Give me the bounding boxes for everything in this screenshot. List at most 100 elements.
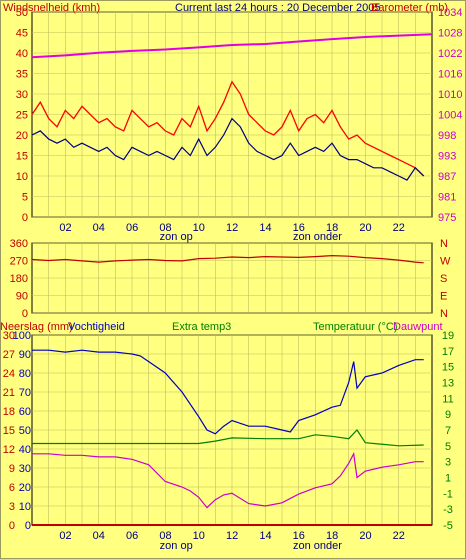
humidity-tick-label: 90 (19, 349, 31, 361)
wind-x-tick-label: 06 (126, 222, 138, 234)
temperature-tick-label: 1 (445, 473, 451, 485)
wind-gust-line (31, 80, 425, 177)
barometer-tick-label: 1016 (438, 69, 462, 81)
direction-y-tick-label: 90 (16, 291, 28, 303)
temperature-tick-label: -3 (443, 504, 453, 516)
rain-tick-label: 30 (3, 330, 15, 342)
temperature-tick-label: 9 (445, 409, 451, 421)
barometer-line (31, 33, 433, 59)
direction-compass-label: N (440, 308, 448, 320)
barometer-tick-label: 987 (438, 171, 456, 183)
barometer-tick-label: 998 (438, 130, 456, 142)
humidity-tick-label: 0 (25, 520, 31, 532)
barometer-tick-label: 1010 (438, 89, 462, 101)
temp-x-tick-label: 12 (226, 530, 238, 542)
humidity-tick-label: 40 (19, 444, 31, 456)
rain-tick-label: 12 (3, 444, 15, 456)
wind-y-tick-label: 25 (16, 110, 28, 122)
humidity-tick-label: 20 (19, 482, 31, 494)
temperature-tick-label: 19 (442, 330, 454, 342)
temperature-tick-label: 5 (445, 441, 451, 453)
humidity-tick-label: 100 (13, 330, 31, 342)
temperature-tick-label: 17 (442, 346, 454, 358)
temperature-tick-label: -1 (443, 488, 453, 500)
rain-tick-label: 27 (3, 349, 15, 361)
humidity-line (32, 349, 424, 435)
humidity-tick-label: 60 (19, 406, 31, 418)
direction-y-tick-label: 360 (10, 238, 28, 250)
barometer-tick-label: 1028 (438, 28, 462, 40)
direction-compass-label: E (440, 291, 447, 303)
wind-x-tick-label: 08 (159, 222, 171, 234)
rain-tick-label: 3 (9, 501, 15, 513)
humidity-tick-label: 80 (19, 368, 31, 380)
barometer-tick-label: 1034 (438, 7, 462, 19)
temp-x-tick-label: 22 (393, 530, 405, 542)
dewpoint-title: Dauwpunt (393, 321, 443, 333)
humidity-tick-label: 30 (19, 463, 31, 475)
temp-x-tick-label: 16 (293, 530, 305, 542)
rain-tick-label: 9 (9, 463, 15, 475)
barometer-tick-label: 981 (438, 192, 456, 204)
extra-temp-title: Extra temp3 (172, 321, 231, 333)
rain-axis-title: Neerslag (mm) (0, 321, 73, 333)
direction-compass-label: N (440, 238, 448, 250)
temp-event-label: zon onder (293, 540, 342, 552)
temp-x-tick-label: 18 (326, 530, 338, 542)
wind-event-label: zon onder (293, 231, 342, 243)
wind-x-tick-label: 02 (59, 222, 71, 234)
dewpoint-line (32, 451, 424, 509)
temperature-tick-label: 7 (445, 425, 451, 437)
temp-x-tick-label: 14 (259, 530, 271, 542)
humidity-axis-title: Vochtigheid (68, 321, 125, 333)
wind-x-tick-label: 12 (226, 222, 238, 234)
wind-y-tick-label: 10 (16, 171, 28, 183)
rain-tick-label: 21 (3, 387, 15, 399)
temp-event-label: zon op (160, 540, 193, 552)
temperature-tick-label: 3 (445, 457, 451, 469)
barometer-tick-label: 1004 (438, 110, 462, 122)
wind-x-tick-label: 22 (393, 222, 405, 234)
temp-x-tick-label: 10 (193, 530, 205, 542)
wind-y-tick-label: 30 (16, 89, 28, 101)
temp-x-tick-label: 04 (93, 530, 105, 542)
wind-axis-title: Windsnelheid (kmh) (3, 2, 100, 14)
wind-y-tick-label: 45 (16, 28, 28, 40)
rain-tick-label: 6 (9, 482, 15, 494)
rain-tick-label: 18 (3, 406, 15, 418)
humidity-tick-label: 70 (19, 387, 31, 399)
wind-y-tick-label: 5 (22, 192, 28, 204)
wind-speed-line (31, 117, 425, 181)
wind-y-tick-label: 40 (16, 48, 28, 60)
wind-y-tick-label: 35 (16, 69, 28, 81)
direction-compass-label: W (440, 256, 451, 268)
rain-tick-label: 0 (9, 520, 15, 532)
wind-x-tick-label: 10 (193, 222, 205, 234)
wind-direction-line (31, 254, 424, 264)
temperature-tick-label: 13 (442, 378, 454, 390)
barometer-axis-title: Barometer (mb) (371, 2, 448, 14)
wind-y-tick-label: 50 (16, 7, 28, 19)
temperature-axis-title: Temperatuur (°C) (313, 321, 397, 333)
temp-x-tick-label: 02 (59, 530, 71, 542)
temperature-tick-label: -5 (443, 520, 453, 532)
temperature-tick-label: 11 (442, 393, 453, 405)
humidity-tick-label: 10 (19, 501, 31, 513)
barometer-tick-label: 975 (438, 212, 456, 224)
barometer-tick-label: 1022 (438, 48, 462, 60)
wind-event-label: zon op (160, 231, 193, 243)
humidity-tick-label: 50 (19, 425, 31, 437)
wind-x-tick-label: 14 (259, 222, 271, 234)
direction-y-tick-label: 0 (22, 308, 28, 320)
extra-temp-line (32, 429, 424, 447)
chart-title: Current last 24 hours : 20 December 2005 (175, 2, 380, 14)
direction-y-tick-label: 180 (10, 273, 28, 285)
temp-x-tick-label: 08 (159, 530, 171, 542)
wind-y-tick-label: 15 (16, 151, 28, 163)
direction-y-tick-label: 270 (10, 256, 28, 268)
temperature-tick-label: 15 (442, 362, 454, 374)
wind-x-tick-label: 16 (293, 222, 305, 234)
temp-x-tick-label: 06 (126, 530, 138, 542)
rain-tick-label: 15 (3, 425, 15, 437)
